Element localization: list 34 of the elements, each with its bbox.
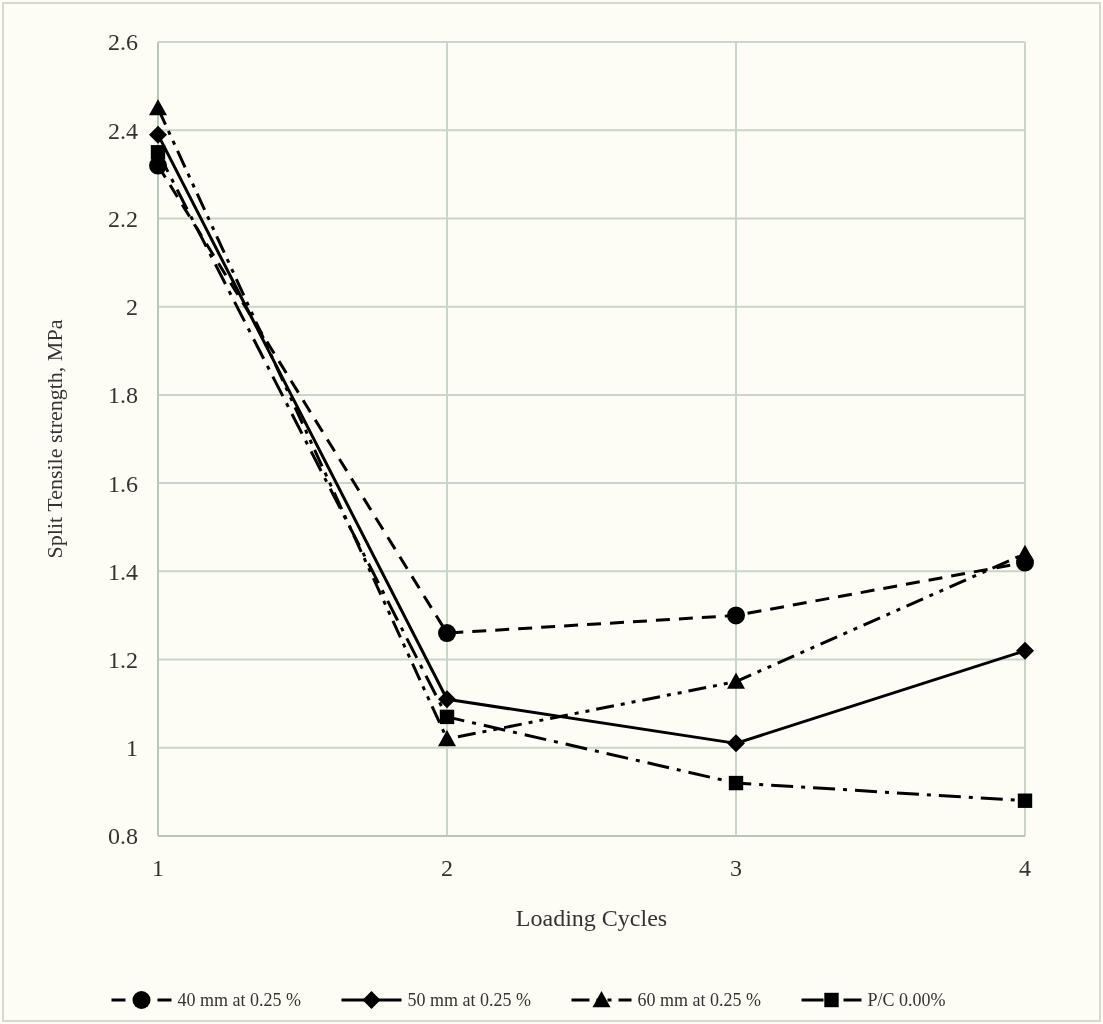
point [439, 709, 455, 725]
y-tick-label: 2 [126, 294, 138, 321]
point [1016, 544, 1034, 561]
legend-label: P/C 0.00% [867, 990, 946, 1011]
legend-label: 40 mm at 0.25 % [177, 990, 301, 1011]
point [728, 775, 744, 791]
point [149, 125, 167, 144]
point [727, 606, 745, 625]
point [727, 672, 745, 689]
y-tick-label: 2.6 [108, 29, 138, 56]
legend-label: 50 mm at 0.25 % [407, 990, 531, 1011]
y-tick-label: 1.2 [108, 646, 138, 673]
legend-label: 60 mm at 0.25 % [637, 990, 761, 1011]
point [149, 99, 167, 116]
y-tick-label: 1.6 [108, 470, 138, 497]
x-tick-label: 2 [441, 855, 453, 881]
x-tick-label: 4 [1019, 855, 1031, 881]
x-tick-label: 1 [152, 855, 164, 881]
point [438, 690, 456, 709]
point [438, 624, 456, 643]
point [150, 145, 166, 160]
y-tick-label: 1.4 [108, 558, 138, 585]
y-tick-label: 1.8 [108, 382, 138, 409]
point [1017, 793, 1033, 808]
y-tick-label: 0.8 [108, 823, 138, 850]
y-tick-label: 2.4 [108, 117, 138, 144]
point [1016, 641, 1034, 660]
x-tick-label: 3 [730, 855, 742, 881]
x-axis-title: Loading Cycles [515, 905, 668, 931]
y-tick-label: 1 [126, 735, 138, 762]
point [438, 729, 456, 747]
y-axis-title: Split Tensile strength, MPa [42, 319, 67, 559]
y-tick-label: 2.2 [108, 205, 138, 232]
point [727, 734, 745, 753]
